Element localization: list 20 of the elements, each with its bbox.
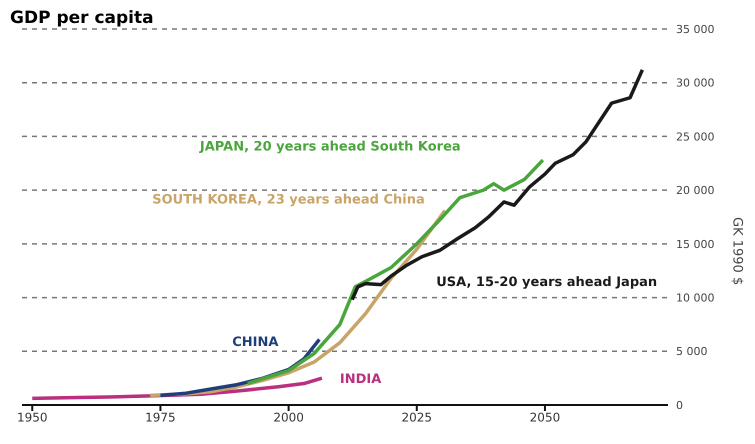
series-label: INDIA — [340, 372, 382, 387]
series-label: SOUTH KOREA, 23 years ahead China — [152, 192, 425, 208]
y-tick-label: 10 000 — [676, 291, 714, 304]
chart-title: GDP per capita — [10, 8, 154, 28]
y-tick-label: 35 000 — [676, 22, 714, 36]
y-tick-label: 20 000 — [676, 184, 714, 198]
x-tick-label: 1950 — [16, 410, 48, 425]
y-tick-label: 5 000 — [676, 345, 708, 358]
y-tick-label: 0 — [676, 398, 683, 412]
y-tick-label: 25 000 — [676, 130, 714, 144]
series-label: CHINA — [232, 335, 278, 350]
x-tick-label: 1975 — [145, 410, 176, 425]
text: JAPAN, 20 years ahead South Korea — [198, 140, 461, 155]
x-tick-label: 2050 — [530, 410, 560, 425]
y-tick-label: 30 000 — [676, 76, 714, 90]
x-tick-label: 2000 — [273, 410, 304, 425]
y-axis-title: GK 1990 $ — [729, 217, 744, 286]
series-label: USA, 15-20 years ahead Japan — [436, 275, 658, 290]
x-tick-label: 2025 — [402, 410, 432, 425]
y-tick-label: 15 000 — [676, 238, 714, 251]
